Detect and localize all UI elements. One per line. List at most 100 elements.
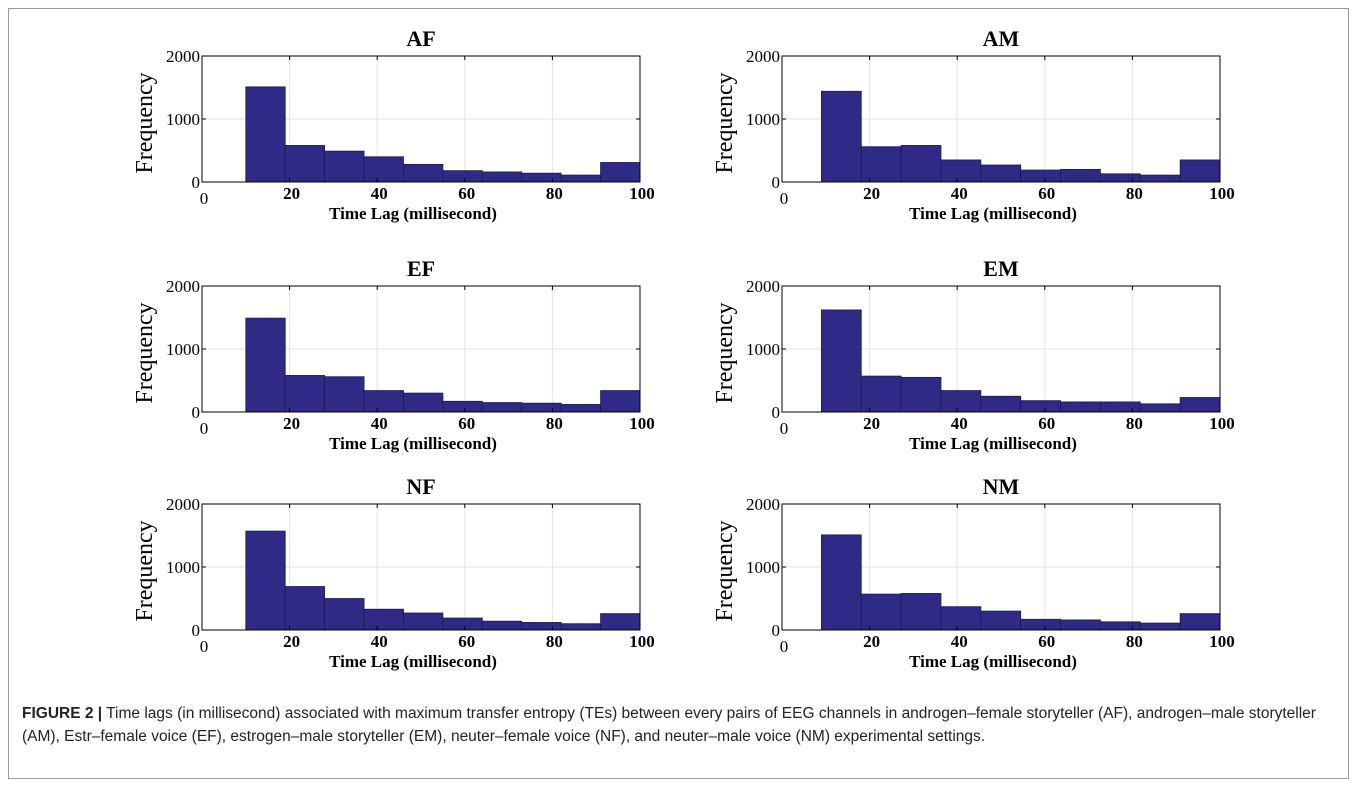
bar-af-9	[560, 174, 601, 183]
bar-am-4	[940, 159, 982, 183]
x-tick-label: 0	[780, 189, 789, 208]
bar-ef-5	[403, 392, 444, 413]
x-tick-label: 60	[458, 184, 475, 203]
bar-ef-9	[560, 404, 601, 413]
x-tick-label: 20	[863, 632, 880, 651]
bar-nm-2	[860, 593, 902, 631]
bar-am-2	[860, 146, 902, 183]
bar-nm-6	[1020, 618, 1061, 631]
chart-panel-am: 0 20 40 60 80 100 0 1000 2000 AM Time Lag (millise…	[700, 22, 1260, 242]
bar-am-1	[821, 90, 862, 183]
bar-af-1	[245, 86, 286, 183]
bar-ef-4	[363, 390, 404, 413]
x-tick-label: 20	[863, 414, 880, 433]
bar-nf-7	[481, 620, 523, 631]
figure-caption: FIGURE 2 | Time lags (in millisecond) as…	[22, 702, 1342, 748]
bar-em-8	[1100, 401, 1141, 413]
figure-frame	[8, 8, 1349, 779]
bar-af-10	[600, 162, 641, 183]
bar-ef-10	[600, 390, 641, 413]
bar-am-5	[980, 164, 1022, 183]
y-axis-label: Frequency	[712, 520, 738, 621]
x-tick-label: 60	[1038, 414, 1055, 433]
bar-nf-6	[442, 617, 483, 631]
chart-panel-em: 0 20 40 60 80 100 0 1000 2000 EM Time Lag (millise…	[700, 252, 1260, 472]
x-axis-label: Time Lag (millisecond)	[909, 434, 1077, 453]
chart-title: NM	[983, 474, 1020, 499]
y-tick-label: 0	[192, 403, 201, 422]
x-axis-label: Time Lag (millisecond)	[909, 652, 1077, 671]
x-tick-label: 0	[780, 419, 789, 438]
y-axis-label: Frequency	[132, 302, 158, 403]
bar-af-5	[403, 163, 444, 183]
x-tick-label: 80	[1126, 184, 1143, 203]
x-tick-label: 80	[1126, 632, 1143, 651]
bar-nm-10	[1179, 613, 1221, 631]
x-tick-label: 40	[951, 632, 968, 651]
bar-af-4	[363, 156, 404, 183]
chart-panel-af: 0 20 40 60 80 100 0 1000 2000 AF Time Lag (millise…	[120, 22, 680, 242]
bar-ef-3	[324, 376, 365, 413]
bar-nm-4	[940, 606, 982, 631]
bar-em-4	[940, 390, 982, 413]
chart-panel-nm: 0 20 40 60 80 100 0 1000 2000 NM Time Lag (millise…	[700, 470, 1260, 690]
x-tick-label: 40	[951, 414, 968, 433]
y-tick-label: 0	[772, 173, 781, 192]
bar-nf-4	[363, 608, 404, 631]
x-tick-label: 40	[371, 184, 388, 203]
y-tick-label: 0	[192, 621, 201, 640]
x-tick-label: 80	[546, 414, 563, 433]
x-axis-label: Time Lag (millisecond)	[329, 652, 497, 671]
y-tick-label: 1000	[746, 340, 780, 359]
bar-ef-1	[245, 317, 286, 413]
x-tick-label: 0	[780, 637, 789, 656]
bar-nf-9	[560, 623, 601, 631]
chart-title: AF	[406, 26, 435, 51]
x-tick-label: 20	[283, 184, 300, 203]
y-axis-label: Frequency	[132, 520, 158, 621]
bar-nf-10	[600, 613, 641, 631]
y-tick-label: 0	[192, 173, 201, 192]
bar-nm-5	[980, 610, 1022, 631]
chart-title: EF	[407, 256, 435, 281]
y-tick-label: 2000	[166, 47, 200, 66]
bar-em-10	[1179, 397, 1221, 413]
bar-nm-1	[821, 534, 862, 631]
x-tick-label: 20	[283, 632, 300, 651]
x-tick-label: 80	[1126, 414, 1143, 433]
x-tick-label: 60	[458, 632, 475, 651]
x-tick-label: 0	[200, 637, 209, 656]
x-axis-label: Time Lag (millisecond)	[909, 204, 1077, 223]
bar-am-10	[1179, 159, 1221, 183]
bar-af-7	[481, 171, 523, 183]
y-tick-label: 1000	[166, 340, 200, 359]
y-tick-label: 2000	[746, 495, 780, 514]
y-tick-label: 0	[772, 621, 781, 640]
y-tick-label: 2000	[166, 495, 200, 514]
x-tick-label: 40	[371, 414, 388, 433]
y-axis-label: Frequency	[712, 72, 738, 173]
x-tick-label: 80	[546, 632, 563, 651]
bar-nm-9	[1139, 622, 1181, 631]
x-axis-label: Time Lag (millisecond)	[329, 204, 497, 223]
x-tick-label: 80	[546, 184, 563, 203]
bar-am-7	[1060, 168, 1101, 183]
x-tick-label: 100	[629, 184, 655, 203]
bar-nf-3	[324, 598, 365, 631]
caption-text: Time lags (in millisecond) associated wi…	[22, 705, 1316, 745]
y-axis-label: Frequency	[712, 302, 738, 403]
bar-am-6	[1020, 169, 1061, 183]
bar-af-6	[442, 170, 483, 183]
bar-nm-7	[1060, 619, 1101, 631]
y-tick-label: 1000	[746, 110, 780, 129]
bar-nm-3	[900, 593, 942, 631]
bar-nf-8	[521, 622, 562, 631]
bar-ef-6	[442, 400, 483, 413]
bar-nm-8	[1100, 621, 1141, 631]
x-tick-label: 100	[1209, 632, 1235, 651]
